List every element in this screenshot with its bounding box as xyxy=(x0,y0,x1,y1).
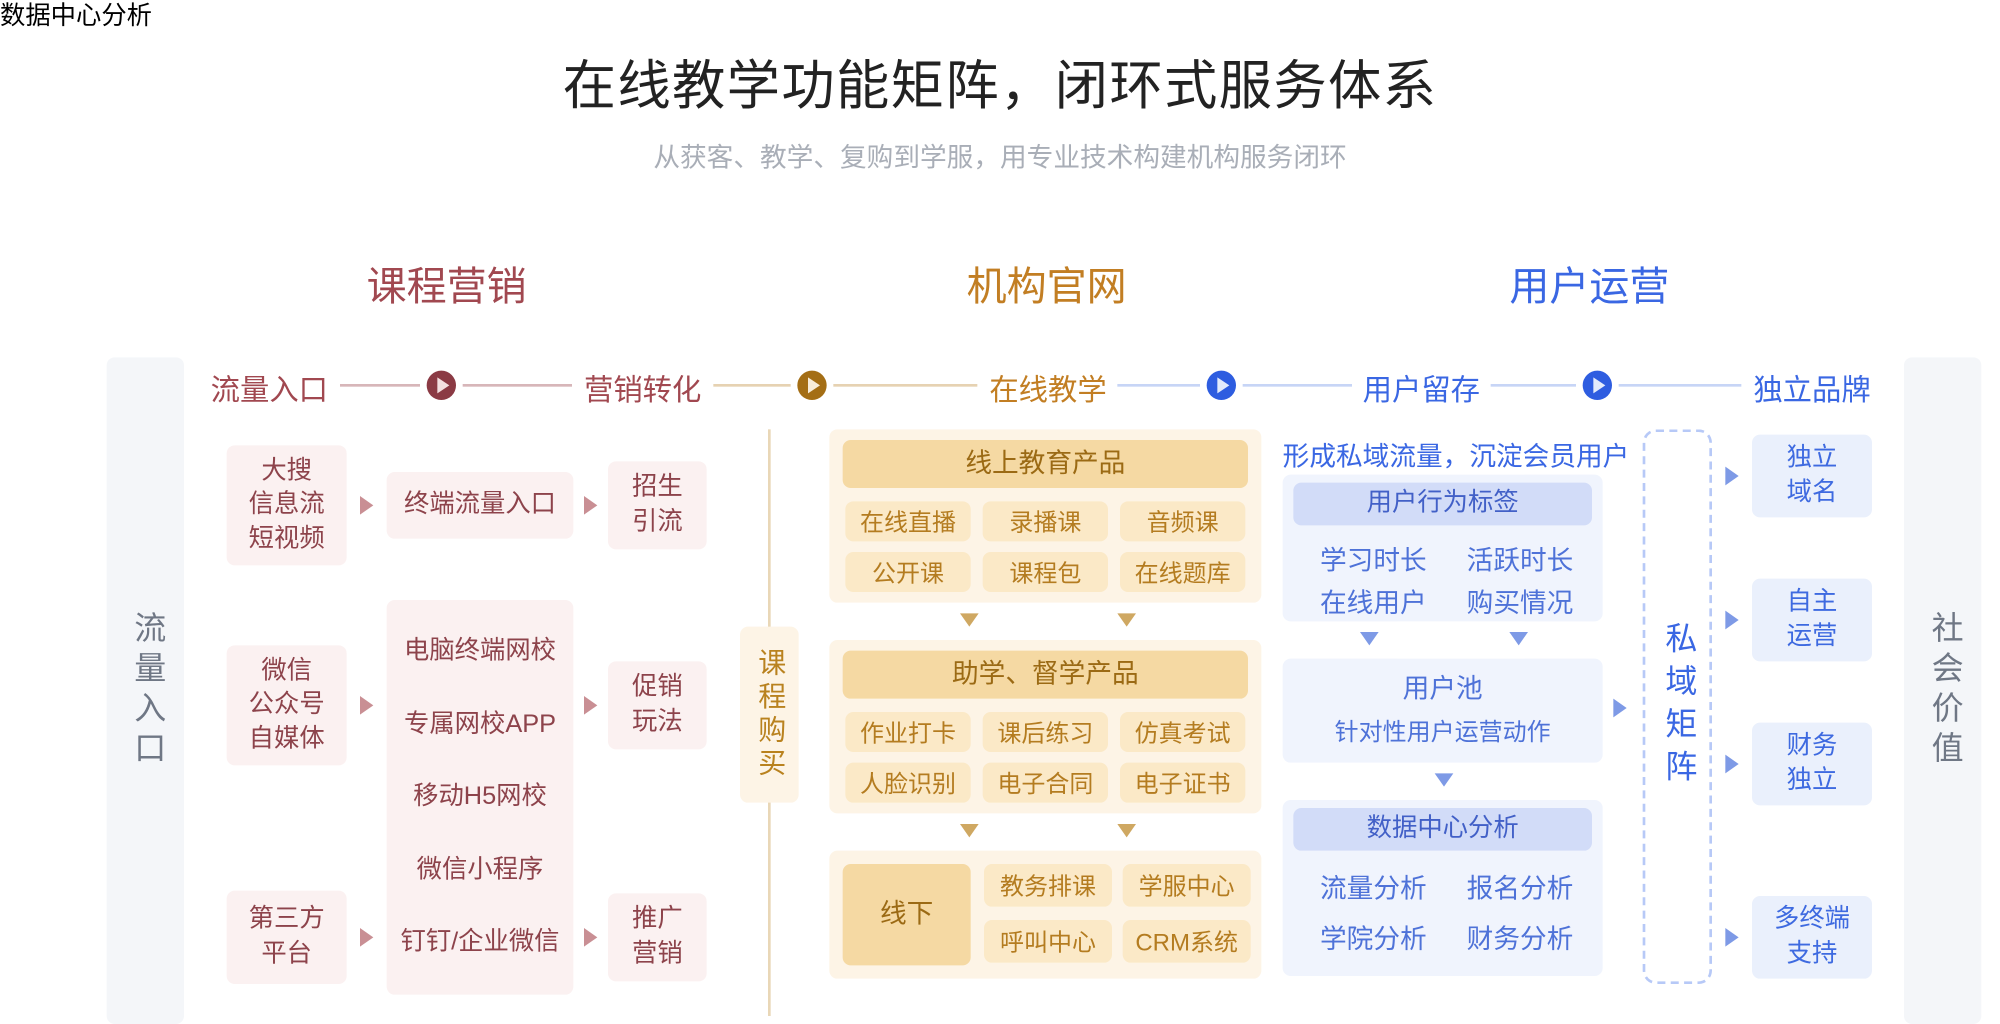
section-heading-marketing: 课程营销 xyxy=(367,253,527,312)
ops-tag: 活跃时长 xyxy=(1467,539,1574,578)
center-head-assist: 助学、督学产品 xyxy=(843,651,1248,699)
convert-box-promo: 促销 玩法 xyxy=(608,661,707,749)
header-line-4a xyxy=(1491,384,1576,387)
header-line-2b xyxy=(833,384,977,387)
header-label-3: 在线教学 xyxy=(989,367,1106,410)
pillar-purchase: 课程购买 xyxy=(740,627,799,803)
arrow-down-icon xyxy=(960,824,979,837)
pill: 录播课 xyxy=(983,501,1108,541)
pill: 教务排课 xyxy=(984,864,1112,907)
convert-box-spread: 推广 营销 xyxy=(608,893,707,981)
page-title: 在线教学功能矩阵，闭环式服务体系 xyxy=(0,43,2000,120)
pill: 电子合同 xyxy=(983,763,1108,803)
pill: 人脸识别 xyxy=(845,763,970,803)
center-head-online: 线上教育产品 xyxy=(843,440,1248,488)
pill: 呼叫中心 xyxy=(984,920,1112,963)
play-icon xyxy=(797,371,826,400)
pill: 课程包 xyxy=(983,552,1108,592)
convert-box-enroll: 招生 引流 xyxy=(608,461,707,549)
ops-caption: 形成私域流量，沉淀会员用户 xyxy=(1283,435,1630,474)
arrow-right-icon xyxy=(1725,928,1738,947)
arrow-down-icon xyxy=(1117,824,1136,837)
header-line-3a xyxy=(1117,384,1200,387)
header-line-1a xyxy=(340,384,420,387)
section-heading-ops: 用户运营 xyxy=(1509,253,1669,312)
ops-pool-title: 用户池 xyxy=(1403,672,1483,708)
ops-data-item: 流量分析 xyxy=(1320,867,1427,906)
arrow-down-icon xyxy=(1509,632,1528,645)
header-label-4: 用户留存 xyxy=(1363,367,1480,410)
terminal-item: 钉钉/企业微信 xyxy=(400,925,559,959)
header-line-2a xyxy=(713,384,790,387)
pill: 公开课 xyxy=(845,552,970,592)
pill: 电子证书 xyxy=(1120,763,1245,803)
play-icon xyxy=(1207,371,1236,400)
arrow-right-icon xyxy=(1725,467,1738,486)
arrow-right-icon xyxy=(1725,755,1738,774)
ops-tag: 购买情况 xyxy=(1467,581,1574,620)
brand-box-domain: 独立 域名 xyxy=(1752,435,1872,518)
header-line-1b xyxy=(463,384,572,387)
terminal-item: 移动H5网校 xyxy=(413,780,547,814)
play-icon xyxy=(1583,371,1612,400)
section-heading-site: 机构官网 xyxy=(967,253,1127,312)
ops-head-data: 数据中心分析 xyxy=(1293,808,1592,851)
src-box-search: 大搜 信息流 短视频 xyxy=(227,445,347,565)
pill: 学服中心 xyxy=(1123,864,1251,907)
pill: 仿真考试 xyxy=(1120,712,1245,752)
src-box-wechat: 微信 公众号 自媒体 xyxy=(227,645,347,765)
terminal-list-panel: 电脑终端网校 专属网校APP 移动H5网校 微信小程序 钉钉/企业微信 xyxy=(387,600,574,995)
arrow-right-icon xyxy=(1613,699,1626,718)
header-label-2: 营销转化 xyxy=(584,367,701,410)
pill: CRM系统 xyxy=(1123,920,1251,963)
pill: 音频课 xyxy=(1120,501,1245,541)
header-label-5: 独立品牌 xyxy=(1753,367,1870,410)
arrow-down-icon xyxy=(1360,632,1379,645)
arrow-right-icon xyxy=(1725,611,1738,630)
pill: 在线直播 xyxy=(845,501,970,541)
header-line-3b xyxy=(1243,384,1352,387)
arrow-down-icon xyxy=(1117,613,1136,626)
arrow-right-icon xyxy=(584,496,597,515)
pill: 在线题库 xyxy=(1120,552,1245,592)
offline-label: 线下 xyxy=(843,864,971,965)
ops-data-item: 财务分析 xyxy=(1467,917,1574,956)
ops-data-item: 学院分析 xyxy=(1320,917,1427,956)
pillar-traffic-entry: 流量入口 xyxy=(107,357,184,1024)
arrow-right-icon xyxy=(584,696,597,715)
src-box-thirdparty: 第三方 平台 xyxy=(227,891,347,984)
page-subtitle: 从获客、教学、复购到学服，用专业技术构建机构服务闭环 xyxy=(0,136,2000,175)
header-line-4b xyxy=(1619,384,1742,387)
brand-box-multi: 多终端 支持 xyxy=(1752,896,1872,979)
ops-data-item: 报名分析 xyxy=(1467,867,1574,906)
terminal-item: 专属网校APP xyxy=(404,708,556,742)
arrow-right-icon xyxy=(360,496,373,515)
ops-tag: 学习时长 xyxy=(1320,539,1427,578)
terminal-entry-box: 终端流量入口 xyxy=(387,472,574,539)
arrow-down-icon xyxy=(960,613,979,626)
terminal-item: 微信小程序 xyxy=(417,853,544,887)
ops-head-tags: 用户行为标签 xyxy=(1293,483,1592,526)
pillar-social-value: 社会价值 xyxy=(1904,357,1981,1024)
pill: 课后练习 xyxy=(983,712,1108,752)
header-label-1: 流量入口 xyxy=(211,367,328,410)
pillar-private-domain: 私域矩阵 xyxy=(1643,429,1712,984)
arrow-right-icon xyxy=(360,928,373,947)
brand-box-self: 自主 运营 xyxy=(1752,579,1872,662)
arrow-down-icon xyxy=(1435,773,1454,786)
pill: 作业打卡 xyxy=(845,712,970,752)
brand-box-finance: 财务 独立 xyxy=(1752,723,1872,806)
arrow-right-icon xyxy=(360,696,373,715)
ops-head-data: 数据中心分析 xyxy=(0,0,152,34)
terminal-item: 电脑终端网校 xyxy=(404,635,556,669)
header-row: 流量入口 .play:nth-of-type(3)::after{} 营销转化 … xyxy=(0,367,2000,407)
ops-tag: 在线用户 xyxy=(1320,581,1427,620)
arrow-right-icon xyxy=(584,928,597,947)
ops-pool-sub: 针对性用户运营动作 xyxy=(1335,716,1551,748)
ops-panel-pool: 用户池 针对性用户运营动作 xyxy=(1283,659,1603,763)
play-icon xyxy=(427,371,456,400)
